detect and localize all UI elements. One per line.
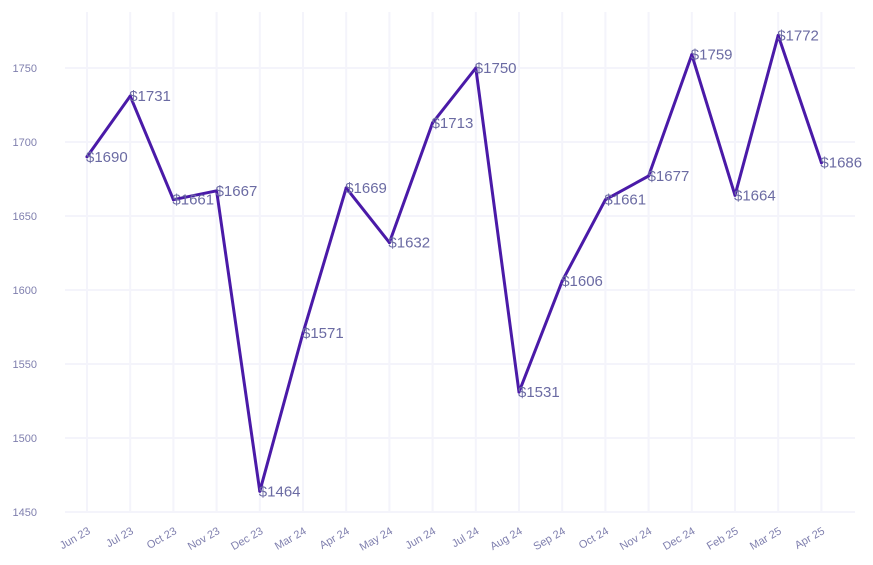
y-tick-label: 1450 <box>13 507 37 519</box>
x-tick-label: Sep 24 <box>531 525 567 553</box>
x-tick-label: Mar 25 <box>748 525 784 553</box>
y-tick-label: 1650 <box>13 211 37 223</box>
data-point <box>85 155 89 159</box>
data-label: $1713 <box>432 115 474 132</box>
data-point <box>474 66 478 70</box>
data-point <box>733 193 737 197</box>
x-tick-label: Jul 23 <box>104 525 135 550</box>
data-label: $1690 <box>86 149 128 166</box>
x-tick-label: Jun 23 <box>58 525 93 552</box>
x-tick-label: Apr 24 <box>318 525 352 552</box>
data-label: $1571 <box>302 325 344 342</box>
data-label: $1664 <box>734 187 776 204</box>
data-point <box>819 161 823 165</box>
data-point <box>603 198 607 202</box>
data-label: $1686 <box>820 155 862 172</box>
x-tick-label: Nov 23 <box>186 525 222 553</box>
x-tick-label: May 24 <box>358 525 395 553</box>
x-tick-label: Mar 24 <box>273 525 309 553</box>
data-point <box>258 489 262 493</box>
data-point <box>517 390 521 394</box>
y-axis: 1450 1500 1550 1600 1650 1700 1750 <box>13 63 37 519</box>
data-point <box>128 94 132 98</box>
data-label: $1669 <box>345 180 387 197</box>
y-tick-label: 1700 <box>13 137 37 149</box>
data-point <box>171 198 175 202</box>
x-tick-label: Dec 23 <box>229 525 265 553</box>
data-label: $1759 <box>691 47 733 64</box>
data-point <box>344 186 348 190</box>
x-tick-label: Jul 24 <box>450 525 481 550</box>
data-label: $1632 <box>388 235 430 252</box>
data-point <box>776 33 780 37</box>
data-label: $1667 <box>216 183 258 200</box>
data-label: $1661 <box>172 192 214 209</box>
x-tick-label: Feb 25 <box>705 525 741 553</box>
data-label: $1464 <box>259 483 301 500</box>
data-label: $1677 <box>648 168 690 185</box>
x-axis: Jun 23 Jul 23 Oct 23 Nov 23 Dec 23 Mar 24 Apr … <box>58 525 827 553</box>
data-point <box>690 53 694 57</box>
series-line <box>85 33 823 493</box>
data-point <box>301 331 305 335</box>
data-label: $1750 <box>475 60 517 77</box>
x-tick-label: Nov 24 <box>618 525 654 553</box>
x-tick-label: Oct 23 <box>145 525 179 552</box>
x-tick-label: Oct 24 <box>577 525 611 552</box>
x-tick-label: Aug 24 <box>488 525 524 553</box>
data-point <box>215 189 219 193</box>
y-tick-label: 1600 <box>13 285 37 297</box>
x-tick-label: Jun 24 <box>403 525 438 552</box>
y-tick-label: 1750 <box>13 63 37 75</box>
data-point <box>560 279 564 283</box>
x-tick-label: Dec 24 <box>661 525 697 553</box>
data-label: $1606 <box>561 273 603 290</box>
data-label: $1731 <box>129 88 171 105</box>
x-tick-label: Apr 25 <box>793 525 827 552</box>
data-point <box>387 241 391 245</box>
y-tick-label: 1500 <box>13 433 37 445</box>
data-point <box>431 121 435 125</box>
grid-layer <box>65 12 855 513</box>
data-label-layer: $1690$1731$1661$1667$1464$1571$1669$1632… <box>86 27 862 500</box>
series-layer <box>85 33 823 493</box>
y-tick-label: 1550 <box>13 359 37 371</box>
data-label: $1661 <box>604 192 646 209</box>
data-label: $1531 <box>518 384 560 401</box>
data-label: $1772 <box>777 27 819 44</box>
data-point <box>647 174 651 178</box>
